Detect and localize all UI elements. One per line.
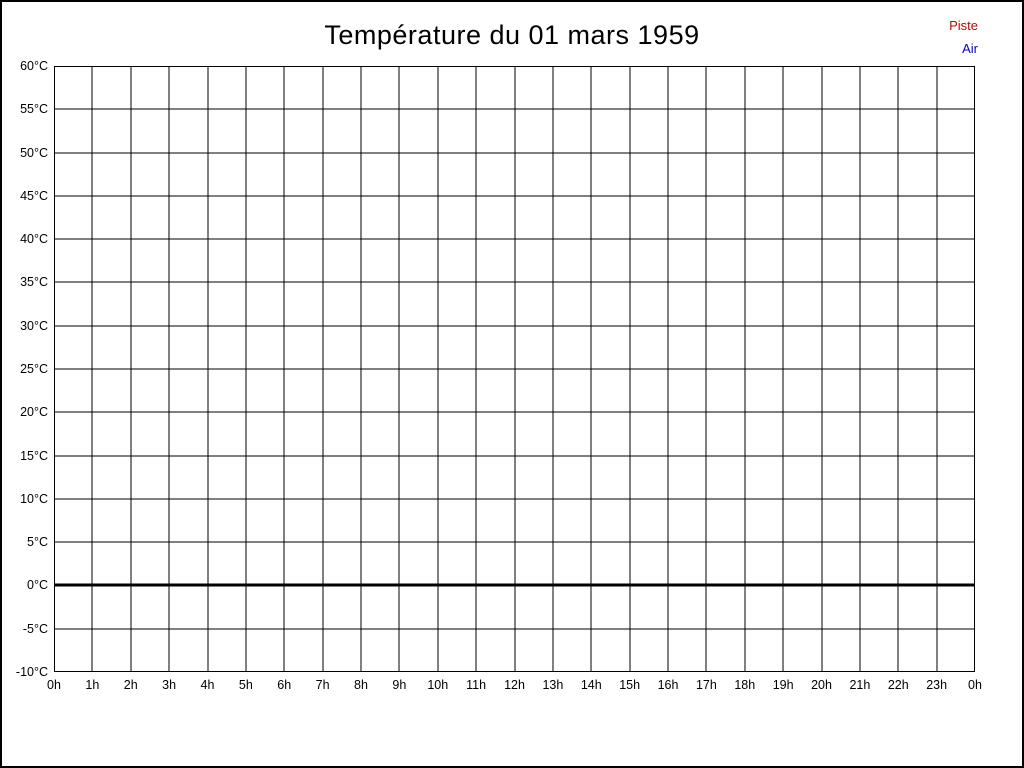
legend: Piste Air: [949, 14, 978, 60]
x-tick-label: 4h: [200, 678, 215, 692]
y-tick-label: 35°C: [20, 275, 48, 290]
plot-area: [54, 66, 975, 672]
chart-title: Température du 01 mars 1959: [324, 20, 700, 50]
y-tick-label: -5°C: [22, 621, 48, 636]
y-tick-label: 55°C: [20, 102, 48, 117]
x-tick-label: 6h: [277, 678, 292, 692]
x-tick-label: 0h: [968, 678, 982, 692]
x-tick-label: 20h: [811, 678, 832, 692]
x-tick-label: 14h: [580, 678, 602, 692]
x-tick-label: 7h: [315, 678, 330, 692]
x-tick-label: 19h: [772, 678, 794, 692]
y-tick-label: 45°C: [20, 188, 48, 203]
x-tick-label: 2h: [123, 678, 138, 692]
y-tick-label: -10°C: [15, 665, 48, 679]
x-tick-label: 8h: [354, 678, 368, 692]
x-tick-label: 5h: [238, 678, 253, 692]
x-tick-label: 3h: [162, 678, 177, 692]
x-tick-label: 11h: [466, 678, 487, 692]
x-tick-label: 10h: [427, 678, 449, 692]
x-tick-label: 22h: [887, 678, 909, 692]
x-tick-label: 1h: [85, 678, 100, 692]
x-tick-label: 17h: [695, 678, 717, 692]
x-tick-label: 15h: [619, 678, 641, 692]
x-tick-label: 0h: [47, 678, 61, 692]
y-tick-label: 50°C: [20, 145, 48, 160]
y-tick-label: 40°C: [20, 232, 48, 247]
x-tick-label: 18h: [734, 678, 756, 692]
grid-svg: [54, 66, 975, 672]
y-tick-label: 10°C: [20, 491, 48, 506]
y-tick-label: 15°C: [20, 448, 48, 463]
x-tick-label: 9h: [392, 678, 407, 692]
y-tick-label: 30°C: [20, 318, 48, 333]
y-tick-label: 5°C: [27, 535, 48, 550]
x-tick-label: 23h: [926, 678, 948, 692]
y-tick-label: 20°C: [20, 405, 48, 420]
x-tick-label: 21h: [849, 678, 871, 692]
y-axis: 60°C 55°C 50°C 45°C 40°C 35°C 30°C 25°C 20°C 15°C…: [2, 59, 48, 679]
x-tick-label: 16h: [657, 678, 679, 692]
x-tick-label: 13h: [542, 678, 564, 692]
y-tick-label: 60°C: [20, 59, 48, 73]
legend-item-piste: Piste: [949, 18, 978, 33]
x-axis: 0h 1h 2h 3h 4h 5h 6h 7h 8h 9h 10h 11h 12h 13h 14h 15h 16…: [47, 678, 982, 698]
x-tick-label: 12h: [504, 678, 525, 692]
y-tick-label: 25°C: [20, 362, 48, 376]
legend-item-air: Air: [962, 41, 978, 56]
y-tick-label: 0°C: [27, 578, 48, 593]
